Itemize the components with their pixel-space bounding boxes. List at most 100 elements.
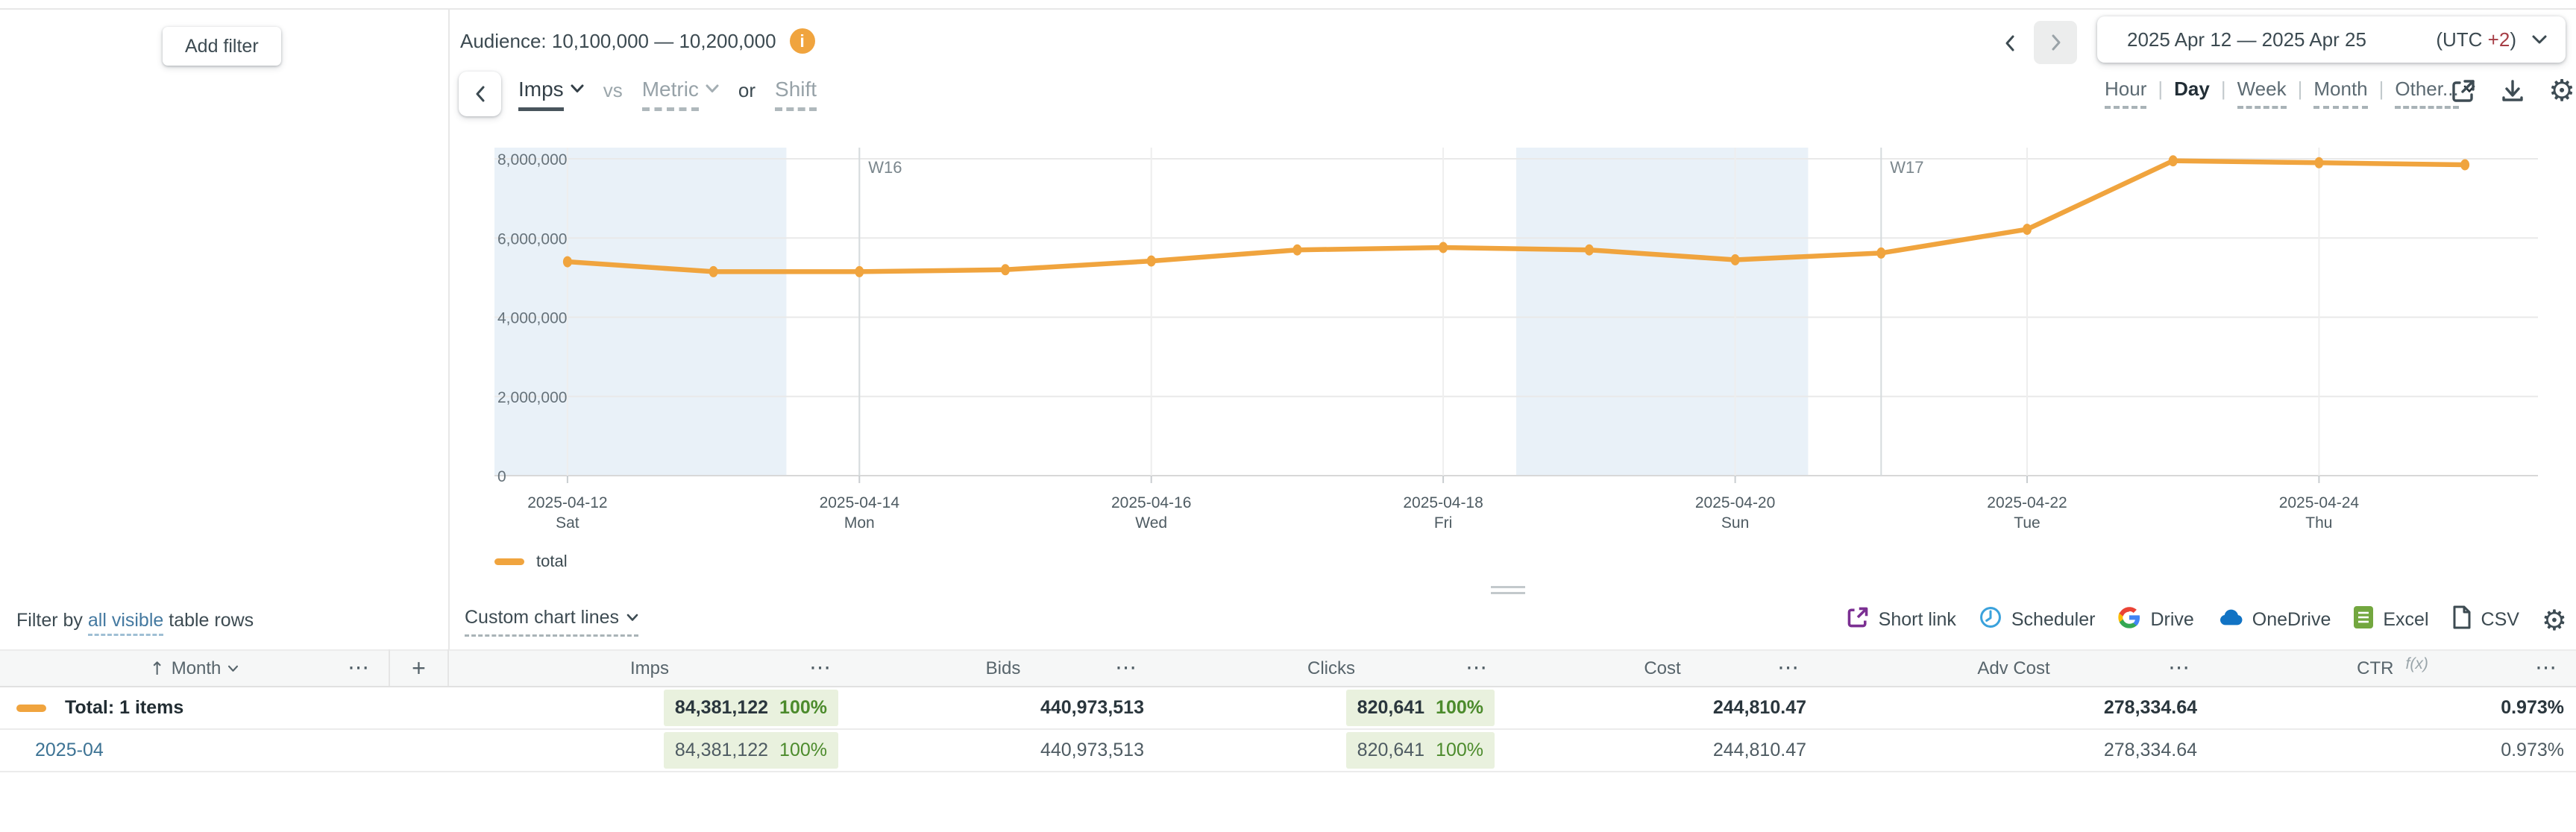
svg-text:Thu: Thu: [2305, 514, 2332, 532]
shift-toggle[interactable]: Shift: [775, 78, 817, 111]
top-border: [0, 8, 2576, 10]
add-filter-button[interactable]: Add filter: [163, 27, 281, 66]
prev-period-button[interactable]: [1997, 30, 2024, 57]
svg-text:Fri: Fri: [1434, 514, 1453, 532]
chevron-down-icon: [706, 84, 719, 92]
chart-settings-button[interactable]: ⚙: [2547, 76, 2576, 106]
cell-imps: 84,381,122 100%: [448, 687, 850, 730]
highlight-cell: 820,641 100%: [1345, 690, 1495, 726]
table-row-total: Total: 1 items 84,381,122 100% 440,973,513 8…: [0, 687, 2576, 730]
export-toolbar: Short link Scheduler Drive OneDrive Excel CSV…: [1846, 605, 2567, 634]
external-link-icon: [2452, 80, 2475, 102]
column-menu-month[interactable]: ⋯: [348, 654, 369, 680]
cell-ctr: 0.973%: [2209, 729, 2576, 772]
svg-text:2025-04-16: 2025-04-16: [1111, 494, 1191, 511]
svg-text:Mon: Mon: [844, 514, 875, 532]
chart-actions: ⚙: [2448, 76, 2576, 106]
granularity-option-day[interactable]: Day: [2174, 78, 2210, 100]
formula-icon: f(x): [2405, 655, 2428, 672]
open-in-new-button[interactable]: [2448, 76, 2478, 106]
drive-button[interactable]: Drive: [2117, 605, 2194, 634]
svg-text:0: 0: [497, 468, 506, 485]
month-link[interactable]: 2025-04: [35, 740, 104, 760]
weekend-bands: [494, 148, 1809, 476]
granularity-separator: |: [2158, 78, 2164, 100]
column-header-adv_cost[interactable]: Adv Cost ⋯: [1818, 649, 2209, 687]
secondary-metric-select[interactable]: Metric: [641, 78, 719, 111]
gear-icon: ⚙: [2548, 74, 2575, 108]
column-menu-clicks[interactable]: ⋯: [1466, 654, 1487, 680]
column-header-ctr[interactable]: CTR f(x) ⋯: [2209, 649, 2576, 687]
legend-swatch: [494, 558, 524, 565]
svg-text:W16: W16: [868, 158, 902, 177]
granularity-selector: Hour | Day | Week | Month | Other...: [2105, 78, 2475, 109]
metric-compare-bar: Imps vs Metric or Shift: [518, 78, 817, 111]
column-header-add-metric[interactable]: +: [389, 649, 449, 687]
column-header-bids[interactable]: Bids ⋯: [850, 649, 1156, 687]
vs-label: vs: [603, 79, 623, 101]
column-menu-ctr[interactable]: ⋯: [2535, 654, 2557, 680]
filter-by-rows: Filter by all visible table rows: [16, 610, 254, 636]
add-metric-button[interactable]: +: [412, 654, 426, 681]
scheduler-button[interactable]: Scheduler: [1979, 605, 2095, 634]
onedrive-button[interactable]: OneDrive: [2217, 608, 2331, 632]
gear-icon: ⚙: [2541, 603, 2567, 637]
granularity-option-hour[interactable]: Hour: [2105, 78, 2147, 109]
csv-file-icon: [2451, 605, 2472, 634]
cell-bids: 440,973,513: [850, 729, 1156, 772]
chevron-right-icon: [2052, 34, 2061, 51]
svg-text:4,000,000: 4,000,000: [497, 310, 567, 327]
primary-metric-select[interactable]: Imps: [518, 78, 584, 111]
cell-adv_cost: 278,334.64: [1818, 687, 2209, 730]
all-visible-link[interactable]: all visible: [87, 610, 164, 636]
total-label-cell: Total: 1 items: [0, 687, 389, 730]
table-settings-button[interactable]: ⚙: [2542, 606, 2567, 634]
column-header-cost[interactable]: Cost ⋯: [1507, 649, 1818, 687]
report-table: ↑ Month ⋯ + Imps ⋯ Bids ⋯ Clicks ⋯ Cost ⋯ Adv Cost ⋯ C…: [0, 649, 2576, 772]
custom-chart-lines-select[interactable]: Custom chart lines: [465, 607, 639, 637]
series-marker: [16, 704, 46, 712]
svg-text:2025-04-14: 2025-04-14: [820, 494, 900, 511]
column-menu-imps[interactable]: ⋯: [809, 654, 831, 680]
date-range-picker[interactable]: 2025 Apr 12 — 2025 Apr 25 (UTC +2): [2097, 16, 2566, 63]
column-header-month[interactable]: ↑ Month ⋯: [0, 649, 390, 687]
granularity-option-month[interactable]: Month: [2313, 78, 2368, 109]
excel-button[interactable]: Excel: [2353, 605, 2429, 634]
chevron-down-icon: [2532, 35, 2547, 44]
column-header-clicks[interactable]: Clicks ⋯: [1156, 649, 1507, 687]
table-row: 2025-04 84,381,122 100% 440,973,513 820,641 1…: [0, 729, 2576, 772]
series-line-total: [565, 158, 2468, 274]
highlight-cell: 84,381,122 100%: [663, 732, 838, 769]
short-link-button[interactable]: Short link: [1846, 605, 1956, 634]
chevron-down-icon: [626, 614, 638, 621]
collapse-compare-button[interactable]: [459, 72, 501, 116]
column-menu-bids[interactable]: ⋯: [1115, 654, 1137, 680]
legend-item-total[interactable]: total: [494, 552, 568, 571]
cell-imps: 84,381,122 100%: [448, 729, 850, 772]
granularity-option-week[interactable]: Week: [2237, 78, 2287, 109]
next-period-button[interactable]: [2034, 21, 2077, 64]
onedrive-cloud-icon: [2217, 608, 2243, 632]
csv-button[interactable]: CSV: [2451, 605, 2519, 634]
column-menu-adv_cost[interactable]: ⋯: [2168, 654, 2190, 680]
column-menu-cost[interactable]: ⋯: [1777, 654, 1799, 680]
svg-text:8,000,000: 8,000,000: [497, 151, 567, 168]
column-header-imps[interactable]: Imps ⋯: [448, 649, 850, 687]
cell-clicks: 820,641 100%: [1156, 687, 1507, 730]
granularity-option-other[interactable]: Other...: [2395, 78, 2475, 109]
svg-text:2025-04-22: 2025-04-22: [1987, 494, 2067, 511]
svg-text:2025-04-18: 2025-04-18: [1403, 494, 1483, 511]
highlight-cell: 84,381,122 100%: [663, 690, 838, 726]
chevron-down-icon: [228, 665, 239, 672]
x-axis-labels: 2025-04-12 Sat 2025-04-14 Mon 2025-04-16 Wed 2…: [527, 494, 2359, 532]
info-icon[interactable]: i: [789, 28, 815, 54]
series-points-total[interactable]: [562, 155, 2470, 277]
svg-text:Sat: Sat: [556, 514, 579, 532]
chevron-left-icon: [476, 86, 484, 102]
cell-bids: 440,973,513: [850, 687, 1156, 730]
audience-summary: Audience: 10,100,000 — 10,200,000 i: [460, 28, 815, 54]
empty-cell: [389, 729, 448, 772]
download-button[interactable]: [2498, 76, 2528, 106]
resize-handle[interactable]: [1491, 586, 1525, 598]
